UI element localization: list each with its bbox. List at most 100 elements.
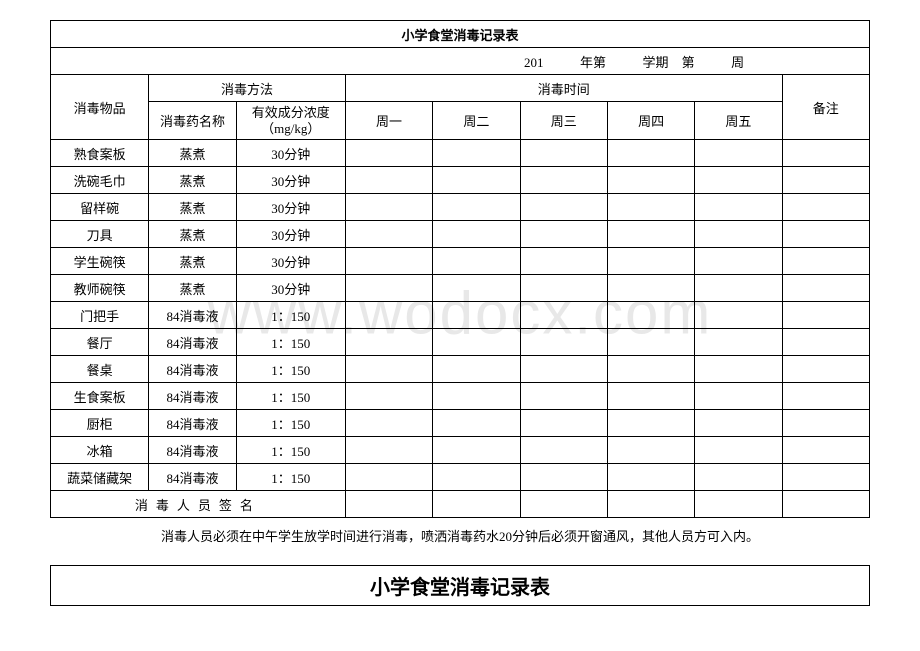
cell-mon[interactable]: [345, 140, 432, 167]
cell-fri[interactable]: [695, 410, 782, 437]
cell-tue[interactable]: [433, 221, 520, 248]
cell-mon[interactable]: [345, 410, 432, 437]
conc-line1: 有效成分浓度: [252, 105, 330, 120]
cell-note[interactable]: [782, 356, 869, 383]
cell-method: 84消毒液: [149, 410, 236, 437]
cell-wed[interactable]: [520, 248, 607, 275]
cell-wed[interactable]: [520, 302, 607, 329]
sig-wed[interactable]: [520, 491, 607, 518]
cell-tue[interactable]: [433, 302, 520, 329]
cell-thu[interactable]: [607, 437, 694, 464]
cell-wed[interactable]: [520, 194, 607, 221]
cell-thu[interactable]: [607, 302, 694, 329]
cell-tue[interactable]: [433, 275, 520, 302]
cell-fri[interactable]: [695, 140, 782, 167]
cell-note[interactable]: [782, 302, 869, 329]
cell-note[interactable]: [782, 410, 869, 437]
cell-fri[interactable]: [695, 329, 782, 356]
cell-note[interactable]: [782, 167, 869, 194]
cell-tue[interactable]: [433, 140, 520, 167]
cell-tue[interactable]: [433, 329, 520, 356]
cell-thu[interactable]: [607, 194, 694, 221]
cell-fri[interactable]: [695, 464, 782, 491]
cell-note[interactable]: [782, 437, 869, 464]
cell-wed[interactable]: [520, 329, 607, 356]
cell-thu[interactable]: [607, 356, 694, 383]
header-row-2: 消毒药名称 有效成分浓度 （mg/kg） 周一 周二 周三 周四 周五: [51, 102, 870, 140]
cell-thu[interactable]: [607, 275, 694, 302]
cell-mon[interactable]: [345, 302, 432, 329]
sig-tue[interactable]: [433, 491, 520, 518]
cell-thu[interactable]: [607, 383, 694, 410]
cell-thu[interactable]: [607, 329, 694, 356]
header-item: 消毒物品: [51, 75, 149, 140]
cell-mon[interactable]: [345, 275, 432, 302]
title-row: 小学食堂消毒记录表: [51, 21, 870, 48]
cell-fri[interactable]: [695, 248, 782, 275]
header-mon: 周一: [345, 102, 432, 140]
cell-thu[interactable]: [607, 221, 694, 248]
cell-fri[interactable]: [695, 383, 782, 410]
cell-conc: 1：150: [236, 302, 345, 329]
cell-note[interactable]: [782, 221, 869, 248]
cell-tue[interactable]: [433, 464, 520, 491]
cell-fri[interactable]: [695, 437, 782, 464]
cell-wed[interactable]: [520, 221, 607, 248]
cell-note[interactable]: [782, 383, 869, 410]
cell-mon[interactable]: [345, 167, 432, 194]
cell-mon[interactable]: [345, 383, 432, 410]
cell-thu[interactable]: [607, 410, 694, 437]
cell-note[interactable]: [782, 248, 869, 275]
cell-thu[interactable]: [607, 140, 694, 167]
cell-mon[interactable]: [345, 221, 432, 248]
cell-fri[interactable]: [695, 302, 782, 329]
cell-thu[interactable]: [607, 464, 694, 491]
cell-note[interactable]: [782, 329, 869, 356]
cell-wed[interactable]: [520, 437, 607, 464]
cell-tue[interactable]: [433, 437, 520, 464]
cell-wed[interactable]: [520, 140, 607, 167]
signature-row: 消毒人员签名: [51, 491, 870, 518]
cell-thu[interactable]: [607, 167, 694, 194]
sig-note[interactable]: [782, 491, 869, 518]
cell-note[interactable]: [782, 194, 869, 221]
header-drug-name: 消毒药名称: [149, 102, 236, 140]
cell-wed[interactable]: [520, 410, 607, 437]
cell-thu[interactable]: [607, 248, 694, 275]
cell-mon[interactable]: [345, 356, 432, 383]
sig-fri[interactable]: [695, 491, 782, 518]
page-container: 小学食堂消毒记录表 201 年第 学期 第 周 消毒物品 消毒方法 消毒时间 备…: [50, 20, 870, 606]
cell-fri[interactable]: [695, 221, 782, 248]
cell-note[interactable]: [782, 275, 869, 302]
cell-tue[interactable]: [433, 410, 520, 437]
cell-tue[interactable]: [433, 248, 520, 275]
sig-thu[interactable]: [607, 491, 694, 518]
header-row-1: 消毒物品 消毒方法 消毒时间 备注: [51, 75, 870, 102]
cell-wed[interactable]: [520, 167, 607, 194]
cell-method: 蒸煮: [149, 194, 236, 221]
cell-mon[interactable]: [345, 194, 432, 221]
cell-wed[interactable]: [520, 383, 607, 410]
cell-mon[interactable]: [345, 248, 432, 275]
cell-mon[interactable]: [345, 329, 432, 356]
cell-wed[interactable]: [520, 356, 607, 383]
cell-tue[interactable]: [433, 194, 520, 221]
cell-note[interactable]: [782, 464, 869, 491]
cell-tue[interactable]: [433, 383, 520, 410]
cell-wed[interactable]: [520, 275, 607, 302]
cell-item: 刀具: [51, 221, 149, 248]
cell-mon[interactable]: [345, 437, 432, 464]
cell-note[interactable]: [782, 140, 869, 167]
cell-tue[interactable]: [433, 356, 520, 383]
header-note: 备注: [782, 75, 869, 140]
cell-item: 冰箱: [51, 437, 149, 464]
sig-mon[interactable]: [345, 491, 432, 518]
cell-tue[interactable]: [433, 167, 520, 194]
cell-fri[interactable]: [695, 194, 782, 221]
cell-fri[interactable]: [695, 356, 782, 383]
cell-mon[interactable]: [345, 464, 432, 491]
cell-fri[interactable]: [695, 275, 782, 302]
cell-wed[interactable]: [520, 464, 607, 491]
cell-fri[interactable]: [695, 167, 782, 194]
cell-method: 84消毒液: [149, 302, 236, 329]
